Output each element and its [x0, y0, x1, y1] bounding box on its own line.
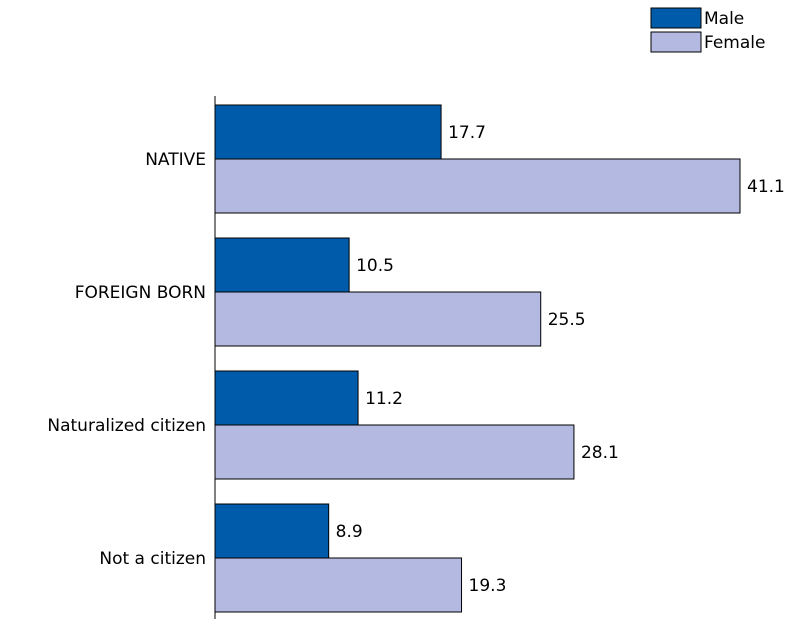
category-label: FOREIGN BORN — [75, 283, 206, 303]
male-legend-swatch — [650, 7, 702, 29]
male-bar — [214, 370, 359, 426]
male-value-label: 8.9 — [336, 522, 363, 542]
legend: Male Female — [650, 7, 765, 53]
category-label: NATIVE — [145, 150, 206, 170]
category-label: Not a citizen — [99, 549, 206, 569]
male-bar — [214, 237, 350, 293]
female-bar — [214, 291, 542, 347]
male-value-label: 17.7 — [448, 123, 486, 143]
male-value-label: 10.5 — [356, 256, 394, 276]
female-legend-label: Female — [704, 33, 765, 53]
female-bar — [214, 424, 575, 480]
female-value-label: 19.3 — [469, 576, 507, 596]
male-legend-label: Male — [704, 9, 744, 29]
female-legend-swatch — [650, 31, 702, 53]
female-value-label: 25.5 — [548, 310, 586, 330]
male-value-label: 11.2 — [365, 389, 403, 409]
female-bar — [214, 557, 463, 613]
female-value-label: 41.1 — [747, 177, 785, 197]
male-bar — [214, 503, 330, 559]
female-bar — [214, 158, 741, 214]
male-bar — [214, 104, 442, 160]
bars-group: NATIVE 17.7 41.1 FOREIGN BORN 10.5 25.5 Natura… — [47, 104, 785, 613]
female-value-label: 28.1 — [581, 443, 619, 463]
category-label: Naturalized citizen — [47, 416, 206, 436]
